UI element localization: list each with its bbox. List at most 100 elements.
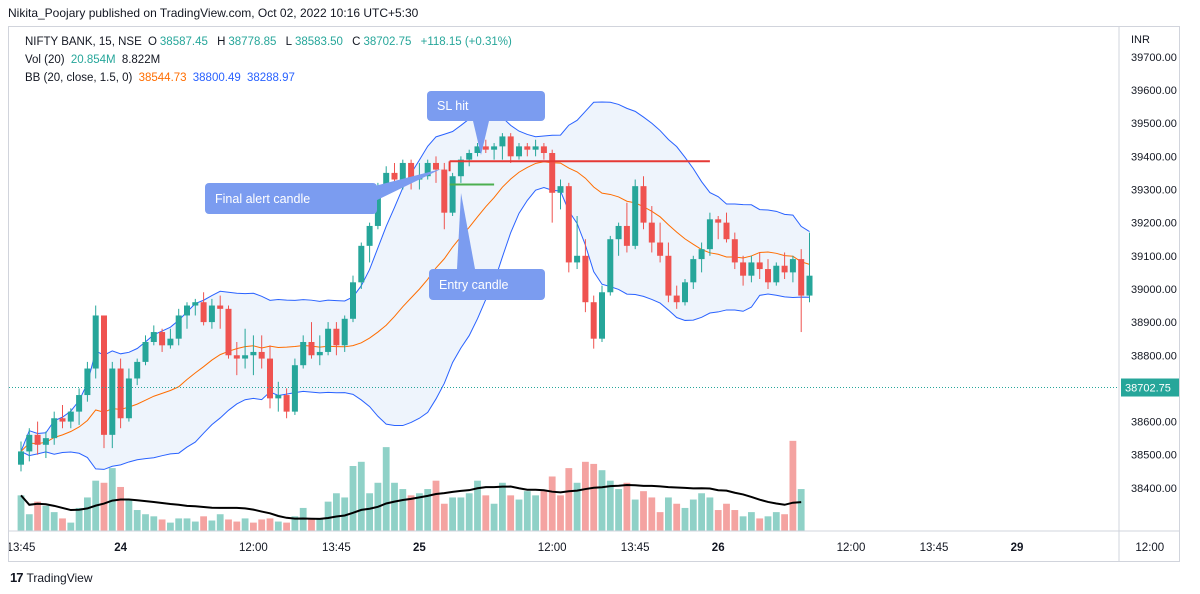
candle-body — [175, 315, 182, 339]
volume-bar — [474, 480, 481, 531]
volume-bar — [615, 489, 622, 531]
y-axis-currency: INR — [1131, 34, 1150, 46]
x-tick-label: 25 — [413, 542, 426, 554]
x-tick-label: 13:45 — [621, 542, 650, 554]
candle-body — [532, 146, 539, 150]
volume-bar — [125, 499, 133, 531]
candle-body — [706, 219, 713, 250]
candle-body — [607, 239, 614, 293]
candle-body — [159, 332, 166, 346]
candle-body — [125, 378, 132, 419]
volume-bar — [772, 512, 780, 531]
candle-body — [258, 351, 265, 359]
candle-body — [142, 342, 149, 362]
volume-bar — [598, 470, 606, 531]
candle-body — [42, 438, 49, 445]
volume-bar — [382, 447, 390, 531]
footer: 17 TradingView — [10, 570, 93, 585]
volume-bar — [640, 491, 647, 531]
candle-body — [192, 302, 199, 306]
candle-body — [715, 219, 722, 223]
volume-bar — [349, 466, 357, 531]
last-price-label: 38702.75 — [1125, 383, 1171, 395]
volume-bar — [291, 516, 299, 531]
volume-bar — [216, 514, 224, 531]
candle-body — [524, 146, 531, 150]
price-chart[interactable]: INR 39700.00 39600.00 39500.00 39400.00 39300… — [9, 27, 1179, 561]
candle-body — [723, 222, 730, 240]
candle-body — [134, 361, 141, 379]
candle-body — [374, 186, 381, 226]
volume-bar — [407, 495, 415, 531]
volume-bar — [266, 518, 274, 531]
volume-bar — [133, 510, 141, 531]
candle-body — [773, 265, 780, 283]
volume-bar — [59, 518, 66, 531]
legend-high: 38778.85 — [228, 36, 277, 48]
legend-low-label: L — [285, 36, 292, 48]
volume-bar — [673, 503, 681, 531]
volume-bar — [25, 514, 33, 531]
volume-bar — [308, 519, 315, 531]
candle-body — [383, 172, 390, 187]
candle-body — [449, 176, 456, 213]
legend-low: 38583.50 — [294, 36, 343, 48]
candle-body — [789, 259, 796, 273]
volume-bar — [67, 522, 75, 531]
candle-body — [217, 305, 224, 309]
candle-body — [333, 328, 340, 346]
legend-symbol-row: NIFTY BANK, 15, NSE O 38587.45 H 38778.85 … — [25, 36, 515, 48]
candle-body — [806, 275, 813, 296]
volume-bar — [499, 482, 506, 531]
volume-bar — [391, 482, 398, 531]
candle-body — [391, 172, 398, 180]
candle-body — [698, 249, 705, 260]
legend-close-label: C — [352, 36, 361, 48]
volume-bar — [465, 493, 473, 531]
volume-bar — [233, 521, 241, 531]
y-tick-label: 39100.00 — [1131, 251, 1177, 263]
volume-bar — [764, 516, 772, 531]
volume-bar — [656, 512, 664, 531]
candle-body — [433, 162, 439, 170]
volume-bar — [648, 497, 656, 531]
volume-bar — [357, 461, 365, 531]
candle-body — [540, 146, 547, 153]
volume-bar — [316, 518, 324, 531]
volume-bar — [117, 486, 124, 531]
x-tick-label: 13:45 — [9, 542, 35, 554]
volume-bar — [781, 514, 788, 531]
volume-bar — [324, 501, 332, 531]
volume-bar — [250, 522, 257, 531]
candle-body — [225, 308, 232, 356]
volume-ma-line — [20, 483, 802, 520]
candle-body — [549, 153, 556, 193]
candle-body — [466, 153, 473, 160]
x-tick-label: 12:00 — [1135, 542, 1164, 554]
volume-bar — [706, 497, 714, 531]
candle-body — [18, 451, 24, 465]
candle-body — [308, 342, 315, 356]
candle-body — [92, 315, 99, 369]
volume-bar — [797, 489, 805, 531]
x-tick-label: 12:00 — [837, 542, 866, 554]
volume-bar — [714, 510, 722, 531]
candle-body — [341, 318, 348, 346]
volume-bar — [208, 520, 216, 531]
y-tick-label: 38500.00 — [1131, 450, 1177, 462]
volume-bar — [150, 516, 158, 531]
volume-bar — [432, 480, 440, 531]
candle-body — [648, 222, 655, 243]
volume-bar — [482, 495, 490, 531]
volume-bar — [191, 521, 199, 531]
candle-body — [399, 162, 406, 180]
callout-final-alert: Final alert candle — [205, 183, 377, 214]
volume-bar — [565, 468, 573, 531]
legend-vol-label: Vol (20) — [25, 54, 65, 66]
y-tick-label: 39300.00 — [1131, 184, 1177, 196]
candle-body — [233, 355, 240, 359]
candle-body — [756, 262, 763, 270]
candle-body — [325, 328, 332, 352]
volume-bar — [681, 507, 689, 531]
legend-volume-row: Vol (20) 20.854M 8.822M — [25, 54, 163, 66]
